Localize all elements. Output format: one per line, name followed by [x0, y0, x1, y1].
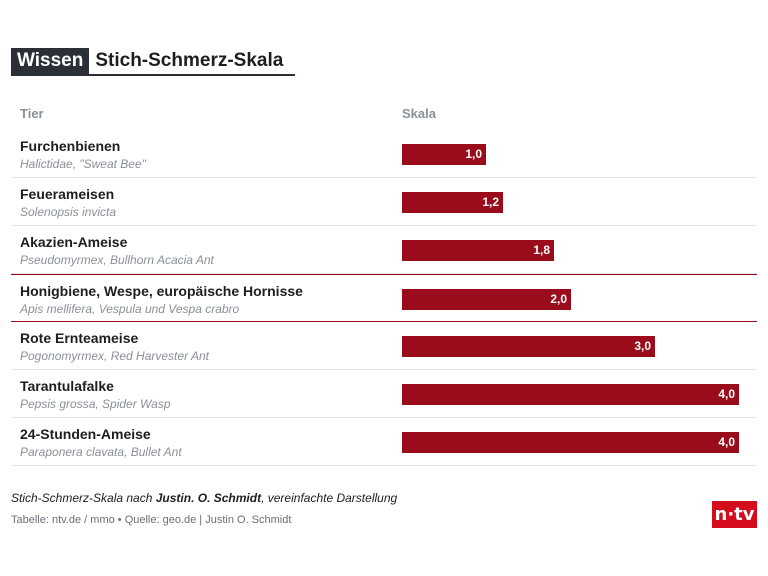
column-header-animal: Tier — [20, 106, 44, 121]
table-row: 24-Stunden-Ameise Paraponera clavata, Bul… — [11, 418, 757, 466]
bar-value-label: 3,0 — [634, 339, 651, 353]
table-row: Furchenbienen Halictidae, "Sweat Bee" 1,0 — [11, 130, 757, 178]
table-row: Akazien-Ameise Pseudomyrmex, Bullhorn Aca… — [11, 226, 757, 274]
table-row: Rote Ernteameise Pogonomyrmex, Red Harves… — [11, 322, 757, 370]
source-line: Tabelle: ntv.de / mmo • Quelle: geo.de |… — [11, 514, 292, 526]
bar-value-label: 1,0 — [465, 147, 482, 161]
bar: 1,2 — [402, 192, 503, 213]
category-sublabel: Paraponera clavata, Bullet Ant — [20, 445, 182, 459]
category-label: 24-Stunden-Ameise — [20, 426, 151, 442]
category-label: Furchenbienen — [20, 138, 121, 154]
column-header-scale: Skala — [402, 106, 436, 121]
category-sublabel: Pogonomyrmex, Red Harvester Ant — [20, 349, 209, 363]
category-label: Rote Ernteameise — [20, 330, 139, 346]
bar: 1,8 — [402, 240, 554, 261]
table-row: Honigbiene, Wespe, europäische Hornisse A… — [11, 274, 757, 322]
category-sublabel: Solenopsis invicta — [20, 205, 117, 219]
category-sublabel: Apis mellifera, Vespula und Vespa crabro — [20, 302, 240, 316]
bar-value-label: 4,0 — [718, 435, 735, 449]
bar: 3,0 — [402, 336, 655, 357]
category-label: Akazien-Ameise — [20, 234, 128, 250]
category-sublabel: Halictidae, "Sweat Bee" — [20, 157, 146, 171]
category-label: Tarantulafalke — [20, 378, 114, 394]
bar-chart-rows: Furchenbienen Halictidae, "Sweat Bee" 1,0 F… — [11, 130, 757, 466]
bar: 2,0 — [402, 289, 571, 310]
bar-value-label: 1,2 — [482, 195, 499, 209]
bar-value-label: 1,8 — [533, 243, 550, 257]
footnote: Stich-Schmerz-Skala nach Justin. O. Schm… — [11, 491, 398, 505]
bar: 4,0 — [402, 384, 739, 405]
table-row: Tarantulafalke Pepsis grossa, Spider Wasp… — [11, 370, 757, 418]
category-label: Feuerameisen — [20, 186, 115, 202]
category-sublabel: Pseudomyrmex, Bullhorn Acacia Ant — [20, 253, 214, 267]
bar-value-label: 2,0 — [550, 292, 567, 306]
chart-title: Stich-Schmerz-Skala — [95, 50, 284, 71]
category-label: Honigbiene, Wespe, europäische Hornisse — [20, 283, 303, 299]
chart-header: Wissen Stich-Schmerz-Skala — [11, 48, 296, 76]
table-row: Feuerameisen Solenopsis invicta 1,2 — [11, 178, 757, 226]
category-badge: Wissen — [11, 48, 90, 74]
bar-value-label: 4,0 — [718, 387, 735, 401]
bar: 1,0 — [402, 144, 486, 165]
category-sublabel: Pepsis grossa, Spider Wasp — [20, 397, 171, 411]
bar: 4,0 — [402, 432, 739, 453]
ntv-logo: n·tv — [712, 501, 757, 528]
